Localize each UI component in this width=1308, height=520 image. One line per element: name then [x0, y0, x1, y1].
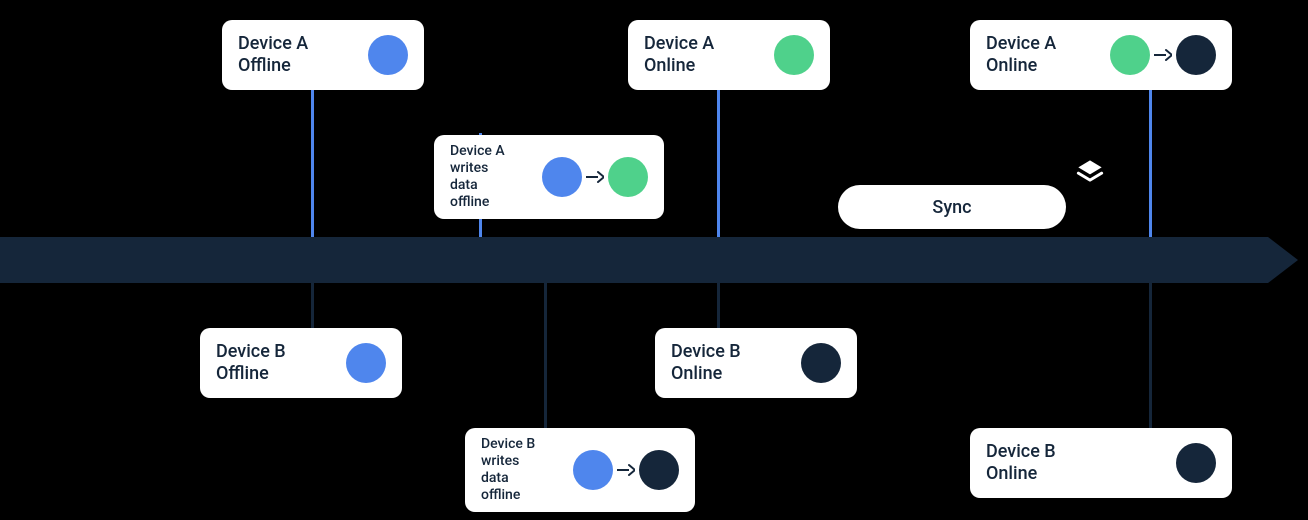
card-b-writes: Device B writes data offline — [465, 428, 695, 512]
card-a-online-2-label: Device A Online — [986, 33, 1056, 76]
sync-pill: Sync — [838, 185, 1066, 229]
status-dot — [368, 35, 408, 75]
conn-b4-bottom — [1149, 283, 1152, 431]
status-dot — [542, 157, 582, 197]
card-b-writes-label: Device B writes data offline — [481, 436, 535, 503]
card-a-online-2-dots — [1110, 35, 1216, 75]
card-a-offline-label: Device A Offline — [238, 33, 308, 76]
card-b-online-2-label: Device B Online — [986, 441, 1056, 484]
card-a-offline-dots — [368, 35, 408, 75]
card-a-online-2: Device A Online — [970, 20, 1232, 90]
card-b-offline-dots — [346, 343, 386, 383]
conn-a3-top — [717, 85, 720, 237]
status-dot — [639, 450, 679, 490]
status-dot — [608, 157, 648, 197]
conn-b3-bottom — [717, 283, 720, 331]
timeline-arrow-icon — [1268, 237, 1298, 283]
card-a-offline: Device A Offline — [222, 20, 424, 90]
status-dot — [1176, 443, 1216, 483]
conn-b2-bottom — [544, 283, 547, 431]
card-b-online-label: Device B Online — [671, 341, 741, 384]
card-b-online-2: Device B Online — [970, 428, 1232, 498]
card-b-online-dots — [801, 343, 841, 383]
conn-a4-top — [1149, 85, 1152, 237]
card-b-online: Device B Online — [655, 328, 857, 398]
conn-b1-bottom — [311, 283, 314, 331]
card-b-offline: Device B Offline — [200, 328, 402, 398]
arrow-icon — [1154, 48, 1172, 62]
arrow-icon — [617, 463, 635, 477]
card-a-writes-label: Device A writes data offline — [450, 143, 505, 210]
card-b-online-2-dots — [1176, 443, 1216, 483]
status-dot — [346, 343, 386, 383]
sync-label: Sync — [932, 197, 971, 218]
status-dot — [1110, 35, 1150, 75]
card-b-writes-dots — [573, 450, 679, 490]
card-a-online: Device A Online — [628, 20, 830, 90]
timeline-bar — [0, 237, 1268, 283]
conn-a1-top — [311, 85, 314, 237]
status-dot — [573, 450, 613, 490]
card-a-online-label: Device A Online — [644, 33, 714, 76]
card-a-writes: Device A writes data offline — [434, 135, 664, 219]
card-a-online-dots — [774, 35, 814, 75]
card-a-writes-dots — [542, 157, 648, 197]
status-dot — [1176, 35, 1216, 75]
layers-icon — [1076, 158, 1104, 186]
arrow-icon — [586, 170, 604, 184]
card-b-offline-label: Device B Offline — [216, 341, 286, 384]
status-dot — [774, 35, 814, 75]
status-dot — [801, 343, 841, 383]
